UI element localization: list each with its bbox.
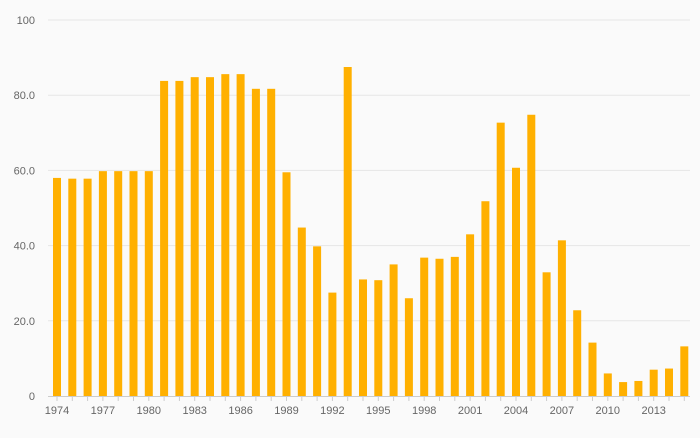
bar-2009 (588, 342, 597, 396)
bar-1978 (114, 171, 123, 396)
bar-2006 (542, 272, 551, 396)
bar-1982 (175, 80, 184, 396)
gridlines (48, 19, 690, 322)
bar-1989 (282, 172, 291, 396)
y-tick-label: 100 (17, 15, 35, 27)
bar-2015 (680, 346, 689, 396)
bars (53, 67, 689, 397)
bar-2014 (665, 368, 673, 396)
x-tick-label: 1980 (137, 405, 161, 417)
bar-1995 (374, 280, 383, 396)
bar-1994 (359, 279, 367, 396)
bar-2007 (557, 240, 566, 396)
x-tick-label: 1995 (366, 405, 390, 417)
x-tick-label: 1983 (182, 405, 206, 417)
bar-1984 (206, 77, 214, 397)
bar-2012 (634, 380, 643, 396)
x-axis (48, 396, 690, 401)
x-tick-label: 2001 (458, 405, 482, 417)
bar-2008 (573, 310, 582, 396)
x-tick-label: 2013 (641, 405, 665, 417)
bar-1996 (389, 264, 398, 396)
bar-2011 (619, 382, 628, 396)
bar-1993 (343, 67, 352, 396)
bar-1997 (404, 298, 413, 396)
y-tick-label: 40.0 (14, 241, 35, 253)
y-tick-label: 80.0 (14, 90, 35, 102)
bar-2001 (466, 234, 475, 396)
bar-1990 (297, 227, 306, 396)
x-tick-label: 1998 (412, 405, 436, 417)
x-tick-label: 1974 (45, 405, 69, 417)
bar-1999 (435, 258, 444, 396)
bar-1975 (68, 178, 77, 396)
x-tick-label: 1977 (91, 405, 115, 417)
bar-1987 (251, 88, 260, 396)
y-tick-label: 60.0 (14, 165, 35, 177)
bar-1974 (53, 177, 61, 396)
bar-2005 (527, 114, 536, 396)
bar-1976 (83, 178, 92, 396)
x-tick-label: 1989 (274, 405, 298, 417)
y-axis-labels: 0 20.0 40.0 60.0 80.0 100 (14, 15, 35, 403)
y-tick-label: 20.0 (14, 316, 35, 328)
bar-1986 (236, 74, 245, 396)
x-tick-label: 2004 (504, 405, 528, 417)
bar-2000 (450, 256, 459, 396)
bar-2010 (603, 373, 612, 396)
bar-1977 (98, 171, 107, 396)
x-tick-label: 2007 (550, 405, 574, 417)
x-axis-labels: 1974 1977 1980 1983 1986 1989 1992 1995 1998 2001… (45, 405, 666, 417)
bar-2004 (512, 167, 520, 396)
bar-1981 (160, 80, 169, 396)
x-tick-label: 1992 (320, 405, 344, 417)
x-tick-label: 1986 (228, 405, 252, 417)
bar-1991 (313, 246, 322, 396)
bar-1980 (144, 171, 153, 396)
x-tick-label: 2010 (596, 405, 620, 417)
bar-2013 (649, 369, 658, 396)
bar-2003 (496, 122, 505, 397)
bar-1998 (420, 257, 429, 396)
bar-1985 (221, 74, 230, 396)
y-tick-label: 0 (29, 391, 35, 403)
bar-1988 (267, 88, 276, 396)
bar-2002 (481, 201, 490, 396)
bar-1983 (190, 77, 199, 397)
bar-1992 (328, 292, 337, 396)
bar-1979 (129, 171, 138, 396)
